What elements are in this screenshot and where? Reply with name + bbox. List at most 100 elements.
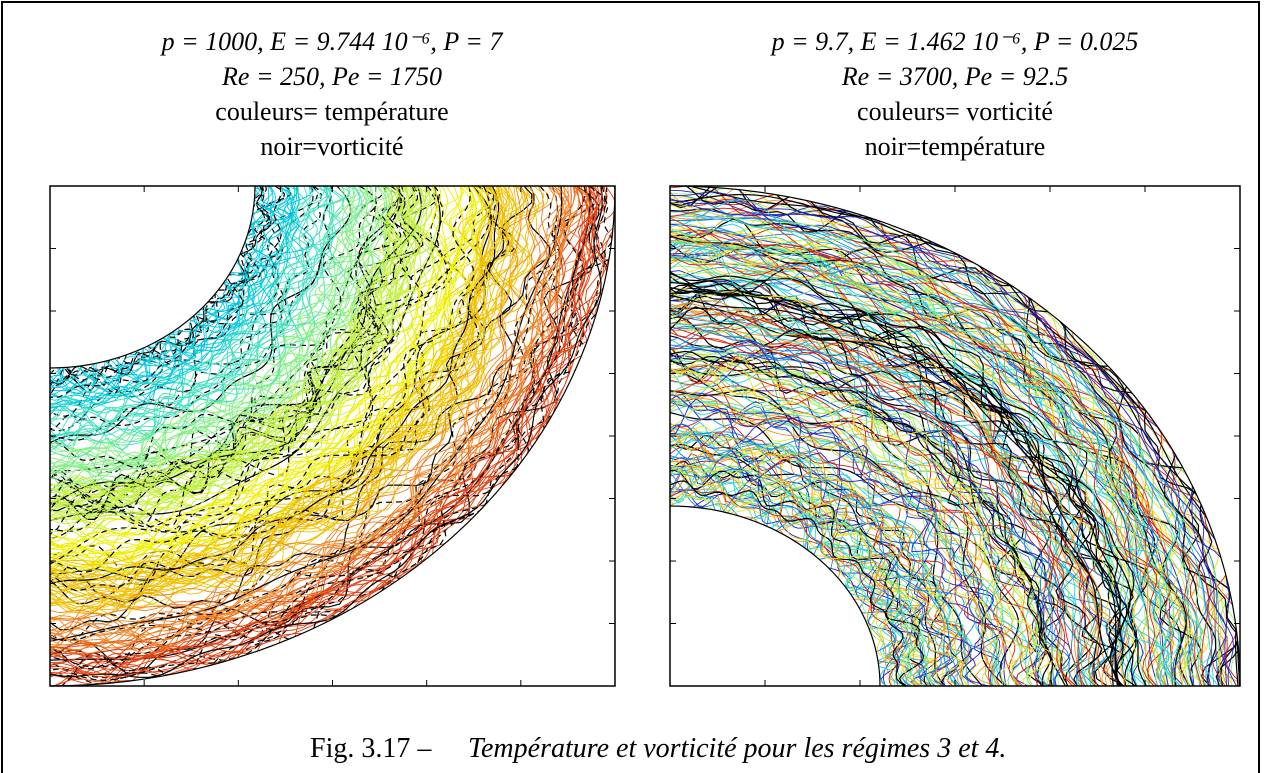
header-line: p = 9.7, E = 1.462 10⁻⁶, P = 0.025	[770, 27, 1139, 56]
contour	[670, 341, 1072, 686]
contour	[50, 186, 272, 386]
contour	[50, 186, 611, 686]
contour	[50, 186, 464, 555]
contour	[670, 469, 925, 686]
contour	[50, 186, 438, 536]
contour	[670, 358, 1048, 686]
contour	[670, 253, 1157, 686]
header-line: noir=température	[865, 132, 1046, 161]
contour	[50, 186, 284, 390]
contour	[50, 186, 411, 507]
contour	[670, 474, 909, 686]
contour	[670, 365, 1032, 686]
contour	[670, 397, 999, 686]
contour	[670, 392, 1007, 686]
contour	[670, 247, 1163, 686]
contour	[670, 480, 912, 686]
contour	[670, 272, 1147, 686]
contour	[50, 186, 363, 458]
contour	[670, 434, 966, 686]
contour	[670, 241, 1182, 686]
contour	[670, 279, 1129, 686]
contour	[50, 186, 598, 675]
contour	[670, 443, 965, 686]
contour	[670, 304, 1109, 686]
contour	[50, 186, 615, 678]
contour	[50, 186, 326, 437]
contour	[670, 310, 1102, 686]
contour	[670, 337, 1071, 686]
contour	[50, 186, 559, 642]
contour	[50, 186, 328, 436]
contour	[670, 426, 969, 686]
contour	[50, 186, 555, 635]
header-line: p = 1000, E = 9.744 10⁻⁶, P = 7	[160, 27, 504, 56]
contour	[50, 186, 498, 580]
contour	[670, 356, 1055, 686]
contour	[670, 313, 1085, 686]
contour	[50, 186, 583, 649]
contour	[670, 379, 1018, 686]
contour	[670, 344, 1052, 686]
contour	[50, 186, 318, 417]
contour	[670, 280, 1137, 686]
header-line: Re = 3700, Pe = 92.5	[841, 62, 1068, 91]
contour	[50, 186, 477, 554]
caption-text: Température et vorticité pour les régime…	[468, 733, 1006, 764]
contour	[50, 186, 572, 651]
contour	[50, 186, 292, 396]
contour	[50, 186, 282, 399]
contour	[50, 186, 353, 462]
contour	[50, 186, 408, 504]
contour	[670, 317, 1090, 686]
contour	[50, 186, 351, 451]
contour	[50, 186, 436, 532]
header-line: couleurs= température	[215, 97, 448, 126]
contour	[670, 276, 1148, 686]
contour	[670, 228, 1207, 686]
contour	[670, 364, 1038, 686]
contour	[670, 412, 983, 686]
right-annulus	[669, 185, 1241, 687]
contour	[670, 364, 1039, 686]
contour	[50, 186, 509, 596]
contour	[50, 186, 416, 501]
contour	[50, 186, 580, 655]
contour	[670, 320, 1089, 686]
contour	[670, 289, 1122, 686]
contour	[50, 186, 598, 670]
contour	[670, 364, 1038, 686]
contour	[50, 186, 491, 566]
contour	[670, 186, 1240, 686]
contour	[50, 186, 607, 682]
contour	[50, 186, 570, 646]
contour	[50, 186, 522, 620]
contour	[670, 208, 1217, 686]
contour	[670, 397, 1001, 686]
contour	[50, 186, 496, 573]
contour	[670, 472, 927, 686]
contour	[50, 186, 369, 466]
contour	[50, 186, 503, 600]
contour	[50, 186, 591, 655]
contour	[670, 464, 929, 686]
right-header: p = 9.7, E = 1.462 10⁻⁶, P = 0.025 Re = 3…	[770, 27, 1139, 161]
contour	[50, 186, 416, 519]
contour	[670, 379, 1027, 686]
contour	[50, 186, 311, 420]
contour	[670, 399, 997, 686]
contour	[50, 186, 404, 499]
contour	[50, 186, 344, 451]
contour	[50, 186, 350, 447]
contour	[50, 186, 352, 444]
contour	[670, 459, 925, 686]
contour	[50, 186, 526, 596]
tick-marks	[50, 186, 1240, 686]
contour	[670, 199, 1219, 686]
contour	[670, 355, 1044, 686]
contour	[670, 303, 1102, 686]
contour	[50, 186, 464, 573]
contour	[50, 186, 480, 576]
contour	[670, 372, 1024, 686]
contour	[50, 186, 378, 468]
